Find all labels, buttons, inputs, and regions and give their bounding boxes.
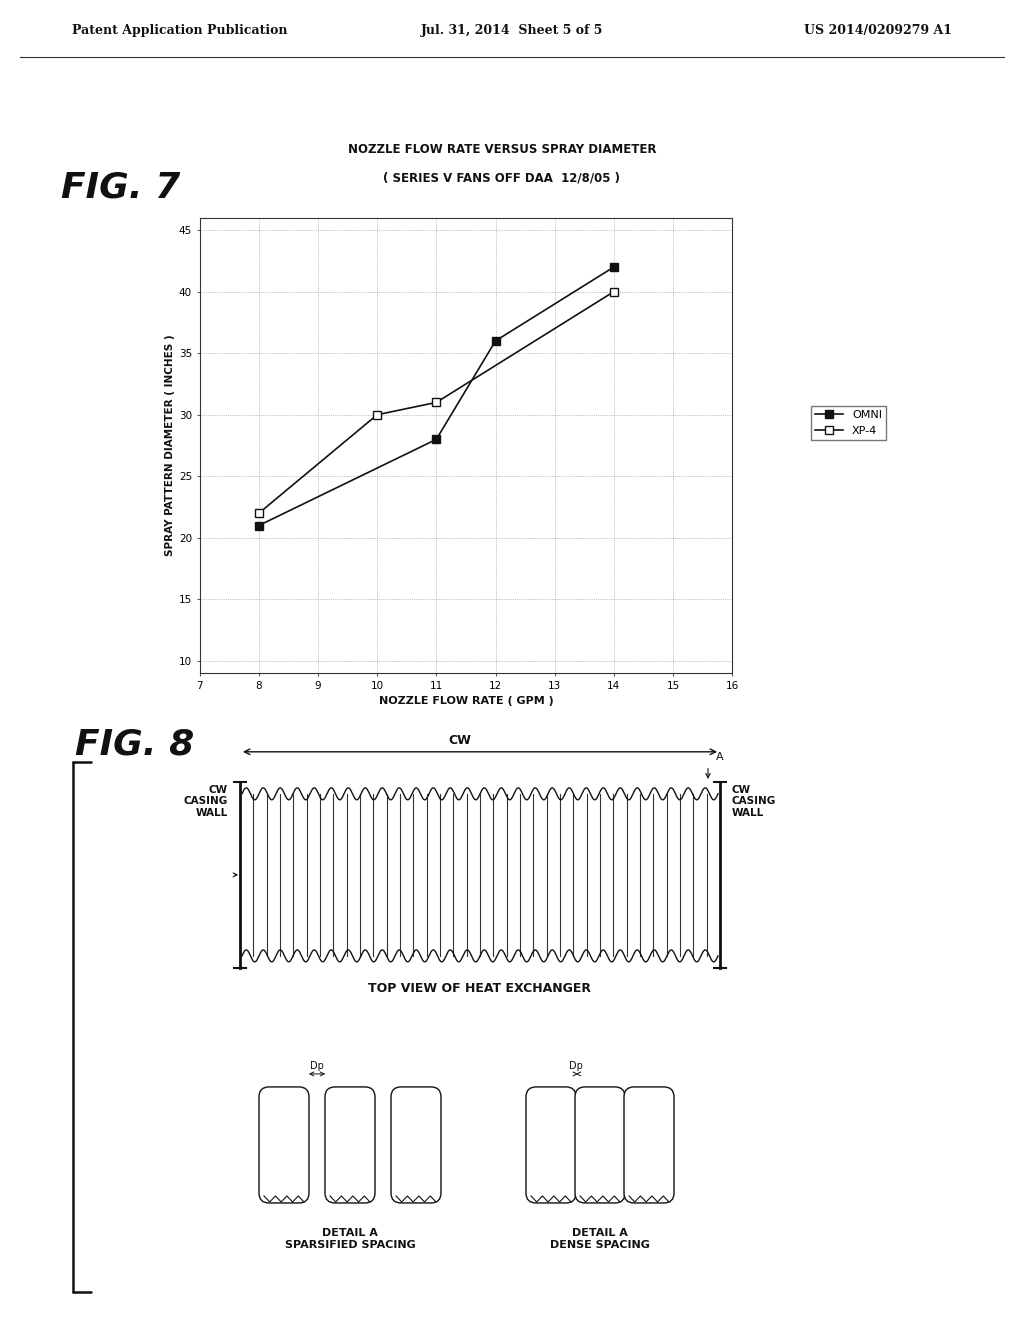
Text: ( SERIES V FANS OFF DAA  12/8/05 ): ( SERIES V FANS OFF DAA 12/8/05 ) [383,172,621,185]
XP-4 [253,506,265,521]
Text: Patent Application Publication: Patent Application Publication [72,24,287,37]
Text: Jul. 31, 2014  Sheet 5 of 5: Jul. 31, 2014 Sheet 5 of 5 [421,24,603,37]
Y-axis label: SPRAY PATTERN DIAMETER ( INCHES ): SPRAY PATTERN DIAMETER ( INCHES ) [165,335,175,556]
XP-4 [371,407,383,422]
Bar [329,1199,372,1220]
OMNI [430,432,442,447]
Bar [240,789,720,960]
FancyBboxPatch shape [391,1086,441,1203]
Bar [394,1199,437,1220]
Line: OMNI: OMNI [255,263,617,529]
FancyBboxPatch shape [624,1086,674,1203]
Text: FIG. 8: FIG. 8 [75,727,195,762]
FancyBboxPatch shape [325,1086,375,1203]
XP-4 [430,395,442,411]
Text: Dp: Dp [568,1061,583,1071]
FancyBboxPatch shape [575,1086,625,1203]
Text: US 2014/0209279 A1: US 2014/0209279 A1 [804,24,952,37]
Bar [628,1199,671,1220]
OMNI [253,517,265,533]
Text: Dp: Dp [310,1061,324,1071]
FancyBboxPatch shape [259,1086,309,1203]
Text: CW: CW [449,734,471,747]
Legend: OMNI, XP-4: OMNI, XP-4 [811,405,887,440]
XP-4 [607,284,620,300]
Text: TOP VIEW OF HEAT EXCHANGER: TOP VIEW OF HEAT EXCHANGER [369,982,592,995]
Bar [262,1199,305,1220]
Text: DETAIL A
SPARSIFIED SPACING: DETAIL A SPARSIFIED SPACING [285,1228,416,1250]
Text: FIG. 7: FIG. 7 [61,170,180,205]
OMNI [607,259,620,275]
OMNI [489,333,502,348]
Text: NOZZLE FLOW RATE VERSUS SPRAY DIAMETER: NOZZLE FLOW RATE VERSUS SPRAY DIAMETER [347,143,656,156]
FancyBboxPatch shape [526,1086,575,1203]
Line: XP-4: XP-4 [255,288,617,517]
Text: CW
CASING
WALL: CW CASING WALL [732,785,776,818]
Bar [579,1199,622,1220]
Text: DETAIL A
DENSE SPACING: DETAIL A DENSE SPACING [550,1228,650,1250]
Text: A: A [716,752,724,762]
Text: CW
CASING
WALL: CW CASING WALL [183,785,228,818]
Bar [529,1199,572,1220]
X-axis label: NOZZLE FLOW RATE ( GPM ): NOZZLE FLOW RATE ( GPM ) [379,697,553,706]
